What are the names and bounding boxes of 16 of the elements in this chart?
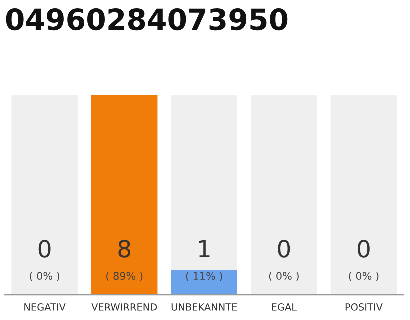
x-tick-label: VERWIRREND bbox=[92, 304, 158, 311]
data-label: ( 11% ) bbox=[186, 272, 222, 282]
x-tick-label: EGAL bbox=[272, 304, 297, 311]
annotation: 8 bbox=[118, 240, 130, 258]
annotation: ( 0% ) bbox=[349, 272, 379, 282]
annotation: 0 bbox=[358, 240, 370, 258]
annotation: ( 0% ) bbox=[30, 272, 60, 282]
x-tick-label: POSITIV bbox=[346, 304, 383, 311]
annotation: ( 0% ) bbox=[269, 272, 299, 282]
x-tick-label: NEGATIV bbox=[24, 304, 66, 311]
annotation: 0 bbox=[38, 240, 51, 258]
data-label: ( 89% ) bbox=[106, 272, 143, 282]
chart-title: 04960284073950 bbox=[6, 8, 288, 31]
x-tick-label: UNBEKANNTE bbox=[172, 304, 238, 311]
annotation: 1 bbox=[199, 240, 210, 258]
annotation: 0 bbox=[278, 240, 290, 258]
